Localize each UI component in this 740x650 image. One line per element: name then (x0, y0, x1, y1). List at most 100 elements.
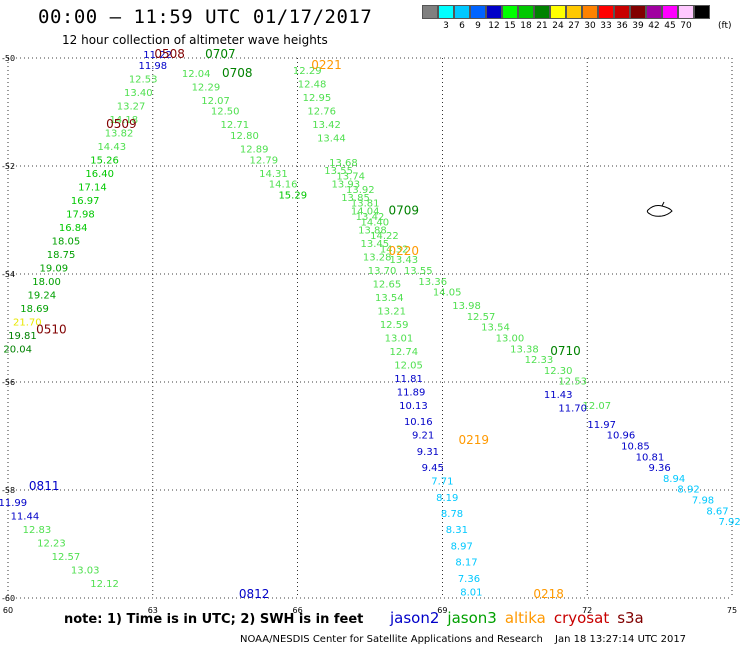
wave-height-point: 12.89 (240, 145, 269, 156)
wave-height-point: 13.74 (336, 172, 365, 183)
wave-height-point: 13.00 (496, 334, 525, 345)
wave-height-point: 12.48 (298, 80, 327, 91)
wave-height-point: 8.01 (460, 587, 482, 598)
pass-time-label: 0219 (458, 433, 489, 447)
pass-time-label: 0220 (389, 244, 420, 258)
x-tick-label: 66 (293, 606, 303, 615)
y-tick-label: -50 (2, 54, 15, 63)
scale-label: 21 (536, 21, 548, 31)
wave-height-point: 13.55 (404, 266, 433, 277)
wave-height-point: 10.85 (621, 442, 650, 453)
wave-height-point: 8.78 (441, 509, 463, 520)
wave-height-point: 7.71 (431, 477, 453, 488)
pass-time-label: 0508 (154, 47, 185, 61)
scale-label: 36 (616, 21, 628, 31)
note-text: note: 1) Time is in UTC; 2) SWH is in fe… (64, 612, 364, 627)
wave-height-point: 18.05 (52, 236, 81, 247)
wave-height-point: 12.57 (52, 552, 81, 563)
wave-height-point: 12.95 (303, 93, 332, 104)
wave-height-point: 8.19 (436, 493, 458, 504)
wave-height-point: 7.92 (718, 517, 740, 528)
island-mark (661, 201, 665, 207)
wave-height-point: 13.81 (351, 199, 380, 210)
legend-jason2: jason2 (390, 609, 440, 627)
pass-time-label: 0811 (29, 479, 60, 493)
scale-swatch (454, 5, 470, 19)
wave-height-point: 11.98 (138, 61, 167, 72)
x-tick-label: 63 (148, 606, 158, 615)
wave-height-point: 18.69 (20, 304, 49, 315)
wave-height-point: 12.71 (221, 120, 250, 131)
wave-height-point: 19.09 (40, 263, 69, 274)
wave-height-point: 7.98 (692, 496, 714, 507)
wave-height-point: 11.81 (394, 374, 423, 385)
wave-height-point: 14.05 (433, 288, 462, 299)
wave-height-point: 12.76 (307, 107, 336, 118)
legend-s3a: s3a (617, 609, 644, 627)
wave-height-point: 8.97 (451, 541, 473, 552)
scale-label: 70 (680, 21, 692, 31)
scale-swatch (422, 5, 438, 19)
island-outline (646, 205, 673, 217)
scale-swatch (582, 5, 598, 19)
y-tick-label: -52 (2, 162, 15, 171)
wave-height-point: 13.88 (358, 226, 387, 237)
wave-height-point: 13.82 (105, 128, 134, 139)
scale-label: 39 (632, 21, 644, 31)
wave-height-point: 20.04 (3, 344, 32, 355)
wave-height-point: 14.40 (361, 217, 390, 228)
scale-label: 12 (488, 21, 500, 31)
wave-height-point: 13.85 (341, 193, 370, 204)
wave-height-point: 11.44 (11, 512, 40, 523)
legend-jason3: jason3 (447, 609, 497, 627)
wave-height-point: 14.22 (370, 231, 399, 242)
wave-height-point: 17.14 (78, 182, 107, 193)
wave-height-point: 8.67 (706, 506, 728, 517)
wave-height-point: 12.05 (394, 361, 423, 372)
wave-height-point: 12.80 (230, 131, 259, 142)
scale-swatch (630, 5, 646, 19)
y-tick-label: -58 (2, 486, 15, 495)
scale-swatch (678, 5, 694, 19)
wave-height-point: 9.36 (648, 463, 670, 474)
scale-swatch (502, 5, 518, 19)
wave-height-point: 10.16 (404, 417, 433, 428)
wave-height-point: 14.04 (351, 207, 380, 218)
wave-height-point: 13.03 (71, 566, 100, 577)
pass-time-label: 0218 (533, 587, 564, 601)
wave-height-point: 18.75 (47, 250, 76, 261)
scale-label: 33 (600, 21, 612, 31)
wave-height-point: 8.92 (677, 485, 699, 496)
scale-swatch (486, 5, 502, 19)
wave-height-point: 10.81 (636, 452, 665, 463)
scale-swatch (614, 5, 630, 19)
wave-height-point: 13.70 (368, 266, 397, 277)
timestamp-text: Jan 18 13:27:14 UTC 2017 (555, 634, 687, 645)
scale-swatch (694, 5, 710, 19)
scale-swatch (646, 5, 662, 19)
wave-height-point: 14.16 (269, 180, 298, 191)
wave-height-point: 13.93 (332, 180, 361, 191)
scale-swatch (470, 5, 486, 19)
y-tick-label: -60 (2, 594, 15, 603)
credit-text: NOAA/NESDIS Center for Satellite Applica… (240, 634, 543, 645)
wave-height-point: 12.53 (129, 74, 158, 85)
wave-height-point: 14.31 (259, 169, 288, 180)
scale-swatch (550, 5, 566, 19)
wave-height-point: 13.01 (385, 334, 414, 345)
wave-height-point: 13.28 (363, 253, 392, 264)
wave-height-point: 11.99 (0, 498, 27, 509)
wave-height-point: 12.74 (389, 347, 418, 358)
legend-altika: altika (504, 609, 546, 627)
wave-height-point: 13.42 (312, 120, 341, 131)
wave-height-point: 12.33 (525, 355, 554, 366)
wave-height-point: 13.98 (452, 301, 481, 312)
scale-label: 9 (475, 21, 481, 31)
wave-height-point: 13.38 (510, 344, 539, 355)
wave-height-point: 13.36 (418, 277, 447, 288)
wave-height-point: 11.22 (143, 50, 172, 61)
scale-label: 27 (568, 21, 580, 31)
y-tick-label: -54 (2, 270, 15, 279)
wave-height-point: 9.31 (417, 447, 439, 458)
